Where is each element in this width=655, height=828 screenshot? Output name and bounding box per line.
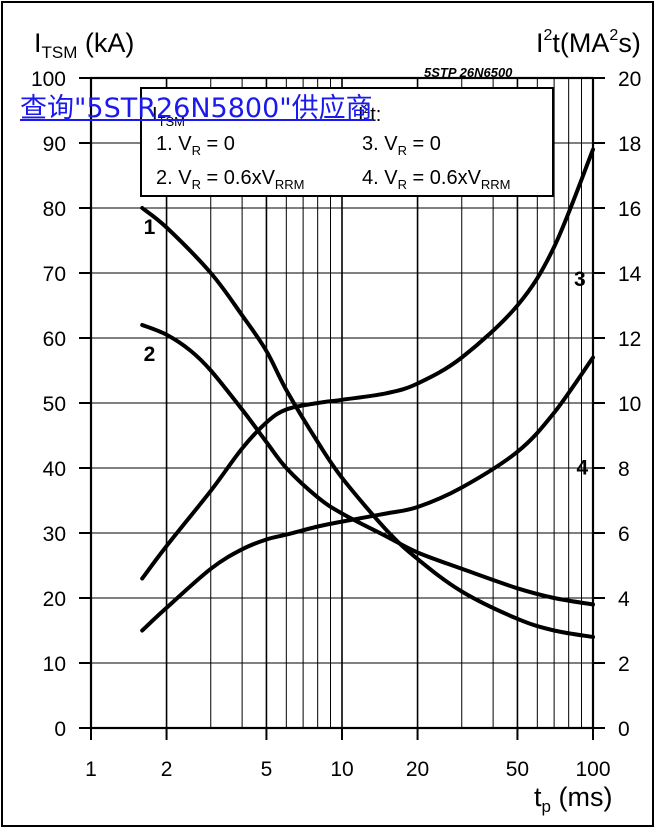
tick-labels: 0102030405060708090100024681012141618201… [31, 68, 642, 781]
left-tick-label: 70 [43, 263, 66, 286]
right-tick-label: 18 [618, 133, 641, 156]
x-tick-label: 100 [575, 758, 610, 781]
legend-i2t-title: I2t: [358, 102, 381, 126]
left-axis-title: ITSM (kA) [34, 28, 134, 62]
plot-frame [79, 76, 605, 740]
curve-labels: 1 2 3 4 [144, 216, 589, 480]
right-tick-label: 8 [618, 458, 630, 481]
left-tick-label: 40 [43, 458, 66, 481]
left-tick-label: 20 [43, 588, 66, 611]
x-tick-label: 2 [161, 758, 173, 781]
series-group [140, 147, 595, 639]
legend-box [140, 87, 554, 197]
right-tick-label: 12 [618, 328, 641, 351]
series-3-line [140, 147, 595, 581]
x-tick-label: 50 [506, 758, 529, 781]
legend-itsm-title: ITSM: [152, 104, 191, 129]
legend-item-3: 3. VR = 0 [362, 133, 441, 158]
right-tick-label: 6 [618, 523, 630, 546]
supplier-query-link[interactable]: 查询"5STR26N5800"供应商 [20, 93, 373, 124]
series-1-line [140, 206, 595, 639]
series-4-label: 4 [577, 457, 589, 480]
x-tick-label: 10 [330, 758, 353, 781]
series-2-label: 2 [144, 343, 156, 366]
right-tick-label: 16 [618, 198, 641, 221]
x-axis-title: tp (ms) [534, 782, 612, 816]
left-tick-label: 10 [43, 653, 66, 676]
left-tick-label: 90 [43, 133, 66, 156]
series-3-label: 3 [574, 268, 586, 291]
left-tick-label: 0 [54, 718, 66, 741]
right-tick-label: 14 [618, 263, 642, 286]
left-tick-label: 100 [31, 68, 66, 91]
x-tick-label: 5 [261, 758, 273, 781]
left-tick-label: 60 [43, 328, 66, 351]
right-tick-label: 10 [618, 393, 641, 416]
x-tick-label: 1 [85, 758, 97, 781]
series-2-line [140, 323, 595, 607]
x-tick-label: 20 [406, 758, 429, 781]
left-tick-label: 50 [43, 393, 66, 416]
series-1-label: 1 [144, 216, 156, 239]
right-tick-label: 0 [618, 718, 630, 741]
right-tick-label: 2 [618, 653, 630, 676]
series-4-line [140, 355, 595, 633]
left-tick-label: 30 [43, 523, 66, 546]
right-tick-label: 4 [618, 588, 630, 611]
right-axis-title: I2t(MA2s) [536, 27, 641, 58]
left-tick-label: 80 [43, 198, 66, 221]
right-tick-label: 20 [618, 68, 641, 91]
legend-item-4: 4. VR = 0.6xVRRM [362, 167, 511, 192]
legend-item-1: 1. VR = 0 [156, 133, 235, 158]
part-number-label: 5STP 26N6500 [424, 65, 513, 80]
legend-item-2: 2. VR = 0.6xVRRM [156, 167, 305, 192]
